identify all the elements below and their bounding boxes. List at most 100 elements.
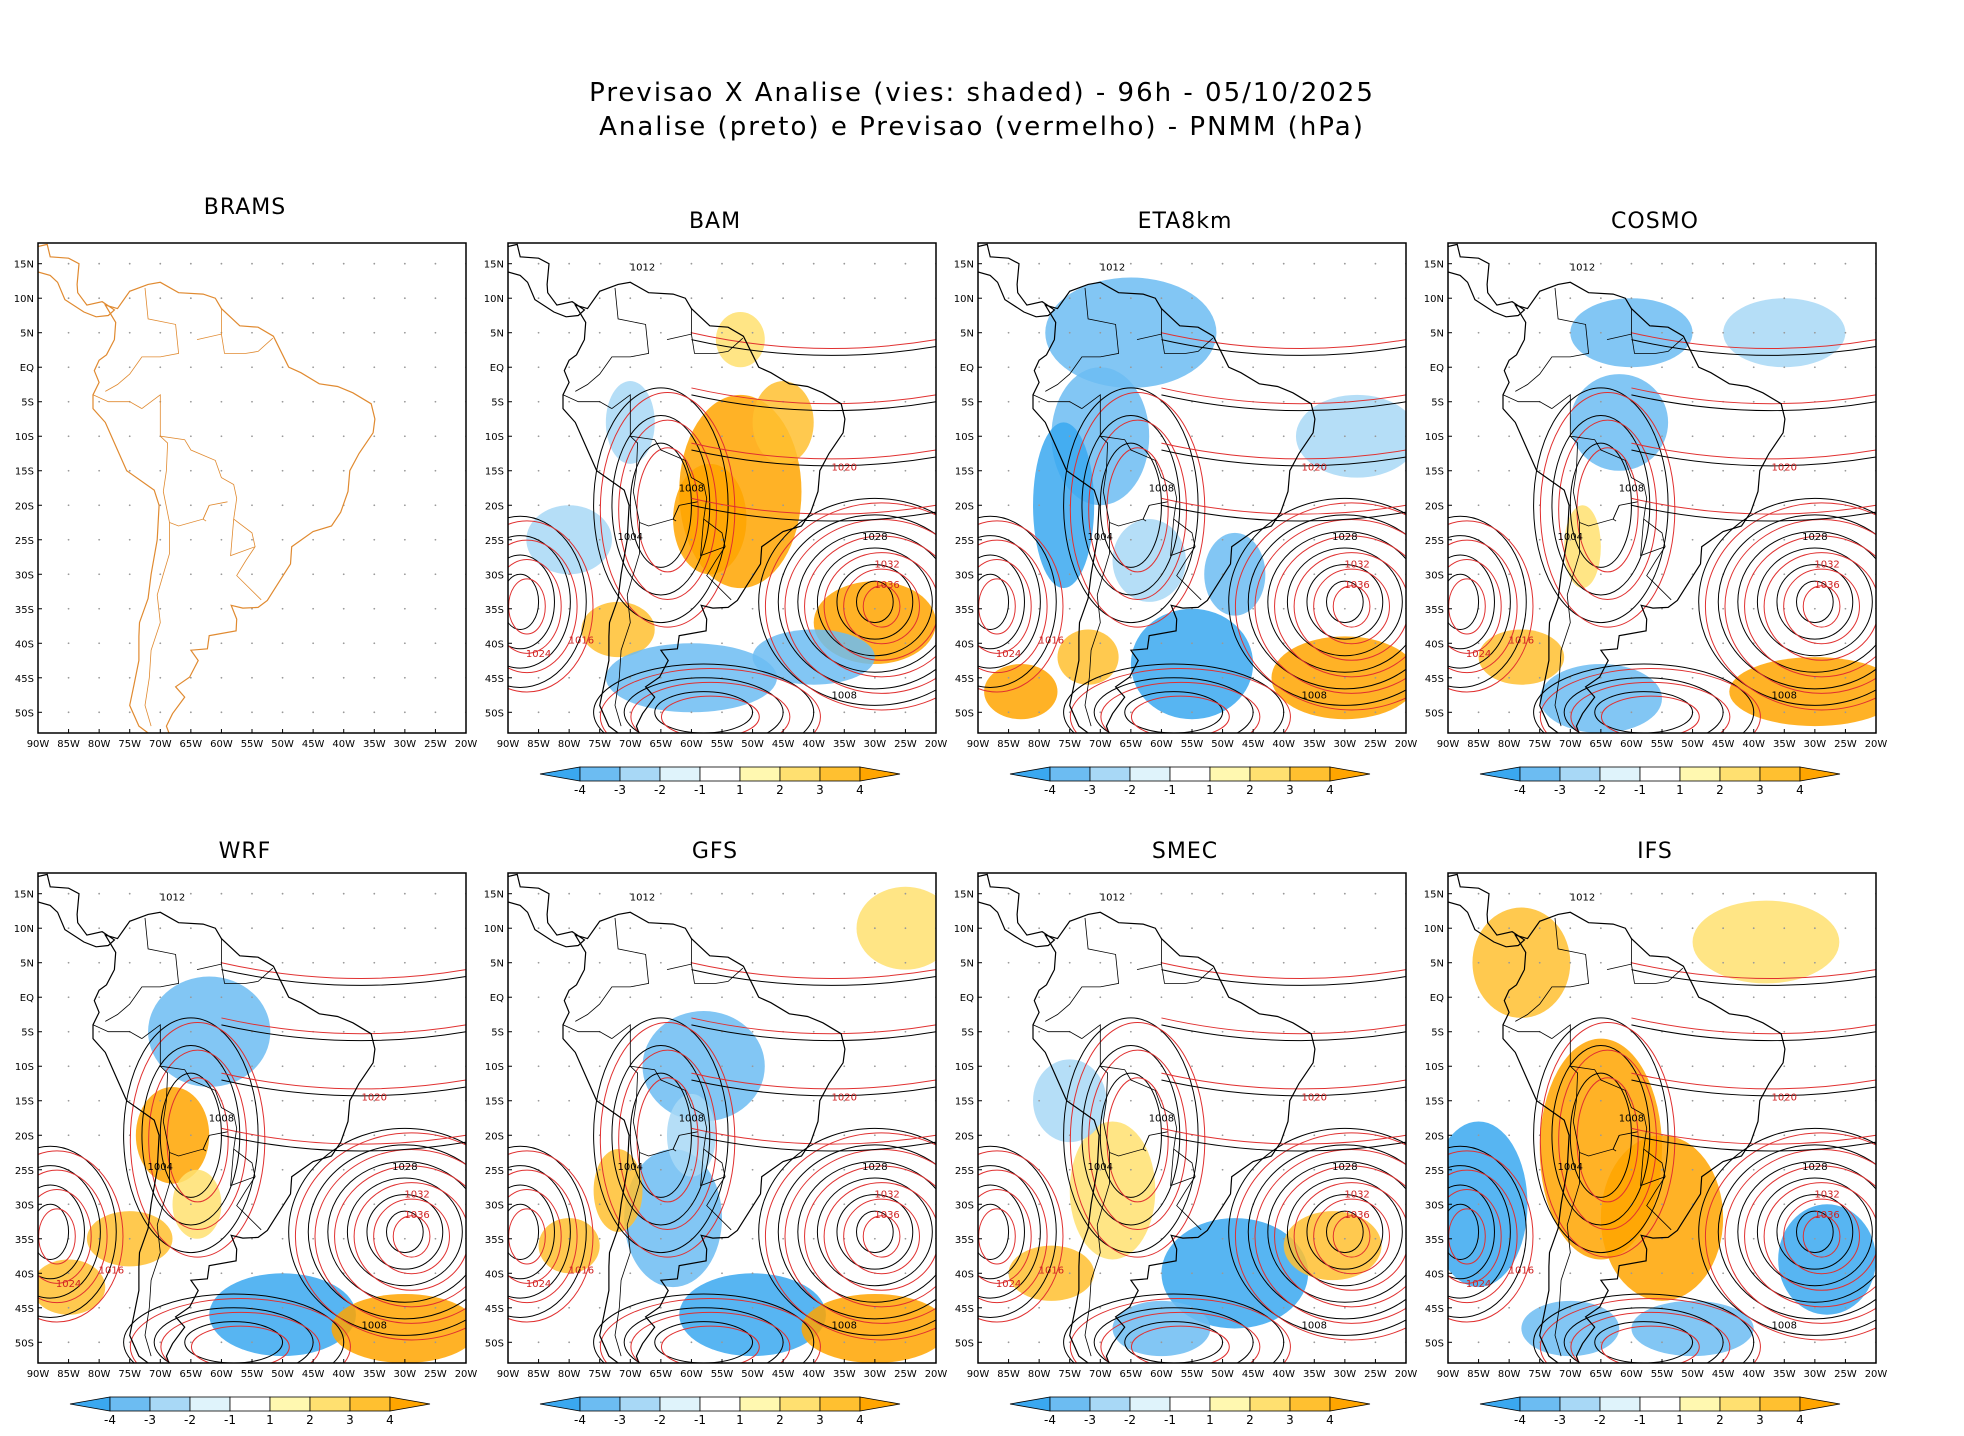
lat-label: 50S: [955, 708, 974, 719]
lon-label: 85W: [1467, 1369, 1490, 1380]
colorbar-segment: [1329, 1396, 1371, 1412]
isobar-label: 1004: [1558, 532, 1583, 543]
country-border: [221, 334, 274, 354]
isobar-label: 1020: [1772, 463, 1797, 474]
analysis-isobar: [221, 1079, 466, 1097]
forecast-isobar: [1161, 387, 1406, 405]
lon-label: 25W: [894, 1369, 917, 1380]
lon-label: 70W: [1559, 739, 1582, 750]
isobar-label: 1028: [862, 532, 887, 543]
colorbar-segment: [859, 1396, 901, 1412]
isobar-label: 1020: [1302, 1093, 1327, 1104]
lat-label: 30S: [1425, 570, 1444, 581]
country-border: [202, 1135, 210, 1152]
analysis-isobar: [856, 1210, 894, 1254]
lon-label: 50W: [741, 1369, 764, 1380]
analysis-isobar: [366, 1194, 444, 1270]
lat-label: EQ: [1430, 363, 1444, 374]
bias-shading: [1057, 629, 1119, 685]
lat-label: 40S: [485, 1269, 504, 1280]
colorbar: -4 -3 -2 -1 1 2 3 4: [1009, 766, 1371, 795]
isobar-label: 1036: [1814, 580, 1839, 591]
forecast-isobar: [1293, 1182, 1406, 1291]
forecast-isobar: [129, 1021, 266, 1258]
country-border: [196, 938, 222, 970]
forecast-isobar: [1274, 1165, 1406, 1308]
analysis-isobar: [1796, 1210, 1834, 1254]
lat-label: 10N: [954, 294, 974, 305]
lon-label: 25W: [1364, 739, 1387, 750]
colorbar-label: 2: [776, 783, 784, 795]
forecast-isobar: [1631, 497, 1876, 515]
colorbar-label: 4: [856, 783, 864, 795]
forecast-isobar: [618, 1049, 717, 1231]
forecast-isobar: [1704, 502, 1876, 711]
lon-label: 55W: [241, 739, 264, 750]
analysis-isobar: [1551, 415, 1651, 596]
analysis-isobar: [1448, 1203, 1480, 1260]
analysis-isobar: [691, 504, 936, 522]
forecast-isobar: [1539, 1298, 1761, 1363]
analysis-isobar: [1631, 969, 1876, 986]
forecast-isobar: [508, 559, 562, 654]
analysis-isobar: [1228, 497, 1406, 706]
forecast-isobar: [1448, 520, 1534, 693]
lon-label: 70W: [619, 1369, 642, 1380]
analysis-isobar: [1124, 1321, 1224, 1363]
country-border: [1515, 917, 1590, 1022]
bias-shading: [1130, 608, 1254, 720]
colorbar-label: 4: [1796, 783, 1804, 795]
analysis-isobar: [1286, 547, 1403, 657]
lon-label: 50W: [1681, 739, 1704, 750]
isobar-label: 1024: [526, 649, 551, 660]
lat-label: 15S: [955, 467, 974, 478]
forecast-isobar: [804, 535, 936, 678]
isobar-label: 1036: [1814, 1210, 1839, 1221]
lat-label: 15N: [954, 890, 974, 901]
bias-shading: [1600, 1135, 1724, 1301]
lon-label: 50W: [271, 739, 294, 750]
colorbar-label: 3: [1286, 1413, 1294, 1425]
lat-label: 40S: [485, 639, 504, 650]
forecast-isobar: [1274, 535, 1406, 678]
lat-label: 15N: [954, 260, 974, 271]
analysis-isobar: [691, 1024, 936, 1042]
colorbar-segment: [699, 766, 741, 782]
bias-shading: [1539, 663, 1662, 733]
isobar-label: 1016: [1509, 1265, 1534, 1276]
colorbar-label: -1: [1634, 1413, 1646, 1425]
colorbar-segment: [659, 1396, 701, 1412]
analysis-isobar: [1161, 1079, 1406, 1097]
lat-label: 20S: [1425, 1131, 1444, 1142]
colorbar-segment: [1009, 1396, 1051, 1412]
country-border: [1551, 394, 1672, 601]
country-border: [691, 334, 744, 354]
forecast-isobar: [1631, 387, 1876, 405]
isobar-label: 1012: [160, 893, 185, 904]
country-border: [1515, 287, 1590, 392]
analysis-isobar: [1161, 1024, 1406, 1042]
colorbar-segment: [1639, 1396, 1681, 1412]
colorbar-label: -1: [1164, 1413, 1176, 1425]
country-border: [1081, 394, 1202, 601]
analysis-isobar: [508, 1165, 571, 1299]
analysis-isobar: [1737, 531, 1876, 673]
colorbar-segment: [579, 1396, 621, 1412]
isobar-label: 1008: [1302, 690, 1327, 701]
colorbar: -4 -3 -2 -1 1 2 3 4: [1479, 1396, 1841, 1425]
lat-label: 45S: [955, 674, 974, 685]
lat-label: 30S: [955, 570, 974, 581]
panel-title: IFS: [1637, 839, 1673, 864]
lat-label: 15N: [14, 890, 34, 901]
colorbar-segment: [739, 766, 781, 782]
analysis-isobar: [777, 1144, 936, 1320]
country-border: [611, 1024, 732, 1231]
colorbar-segment: [1679, 766, 1721, 782]
colorbar-segment: [539, 1396, 581, 1412]
lat-label: 25S: [1425, 536, 1444, 547]
country-border: [144, 1152, 170, 1357]
country-border: [1551, 1024, 1672, 1231]
forecast-isobar: [373, 1198, 450, 1275]
lon-label: 50W: [1211, 1369, 1234, 1380]
analysis-isobar: [978, 554, 1025, 650]
